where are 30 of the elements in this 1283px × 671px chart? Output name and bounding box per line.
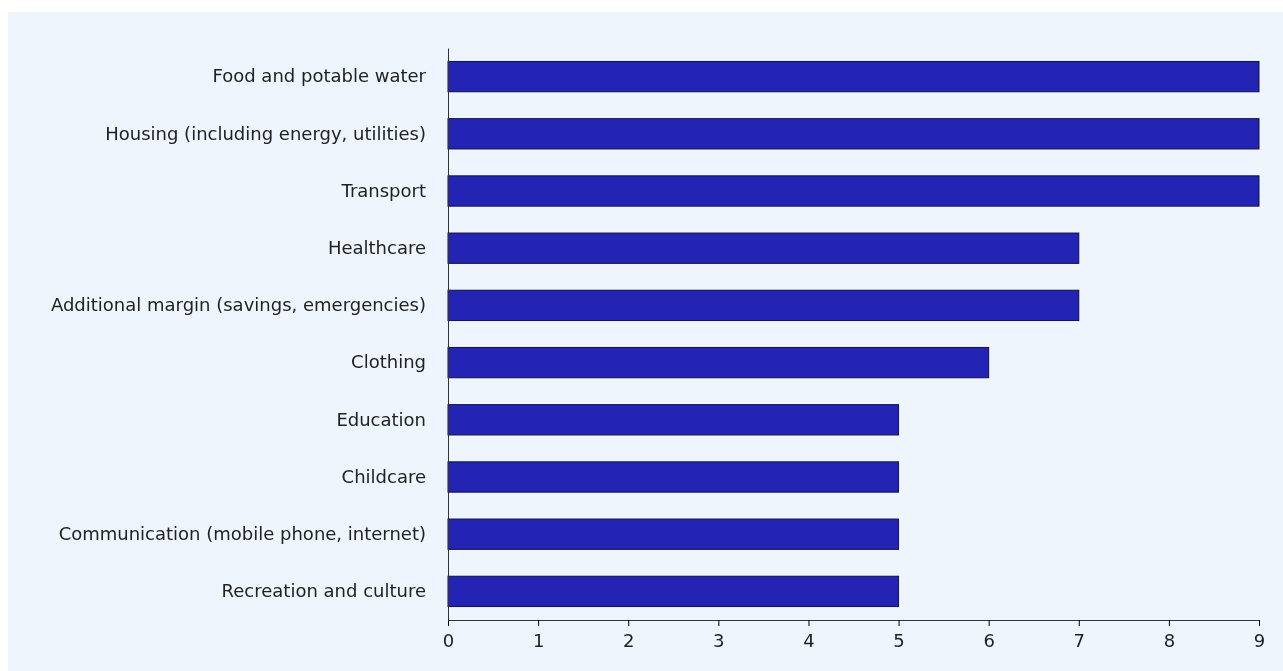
y-tick-label: Food and potable water: [212, 65, 427, 87]
x-tick-label: 6: [983, 630, 995, 651]
bar: [447, 461, 900, 493]
y-tick-label: Clothing: [351, 351, 426, 373]
x-tick-label: 0: [442, 630, 455, 651]
x-tick-label: 4: [803, 630, 815, 651]
x-tick-label: 8: [1163, 630, 1176, 651]
bar: [447, 346, 990, 379]
y-tick-label: Education: [336, 408, 426, 430]
bar: [447, 289, 1080, 322]
bar: [447, 118, 1260, 150]
x-tick-label: 5: [893, 630, 905, 651]
y-tick-label: Healthcare: [327, 236, 426, 258]
y-tick-label: Communication (mobile phone, internet): [58, 522, 426, 544]
y-tick-label: Transport: [340, 179, 426, 201]
y-tick-label: Recreation and culture: [221, 580, 426, 602]
bar: [447, 518, 900, 550]
y-tick-label: Housing (including energy, utilities): [105, 122, 426, 144]
x-tick-label: 3: [713, 630, 725, 651]
x-tick-label: 1: [532, 630, 545, 651]
bar: [447, 404, 900, 436]
bar: [447, 232, 1080, 264]
y-tick-label: Additional margin (savings, emergencies): [50, 294, 426, 316]
bar: [447, 60, 1260, 93]
x-tick-label: 2: [623, 630, 635, 651]
x-tick-label: 7: [1073, 630, 1085, 651]
y-tick-label: Childcare: [341, 465, 426, 487]
bar: [447, 575, 900, 608]
x-tick-label: 9: [1253, 630, 1266, 651]
bar: [447, 175, 1260, 207]
